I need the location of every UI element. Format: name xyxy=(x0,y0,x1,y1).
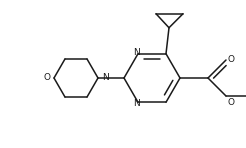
Text: N: N xyxy=(134,99,140,108)
Text: N: N xyxy=(102,74,109,82)
Text: N: N xyxy=(134,48,140,57)
Text: O: O xyxy=(228,54,235,63)
Text: O: O xyxy=(44,74,51,82)
Text: O: O xyxy=(228,98,235,107)
